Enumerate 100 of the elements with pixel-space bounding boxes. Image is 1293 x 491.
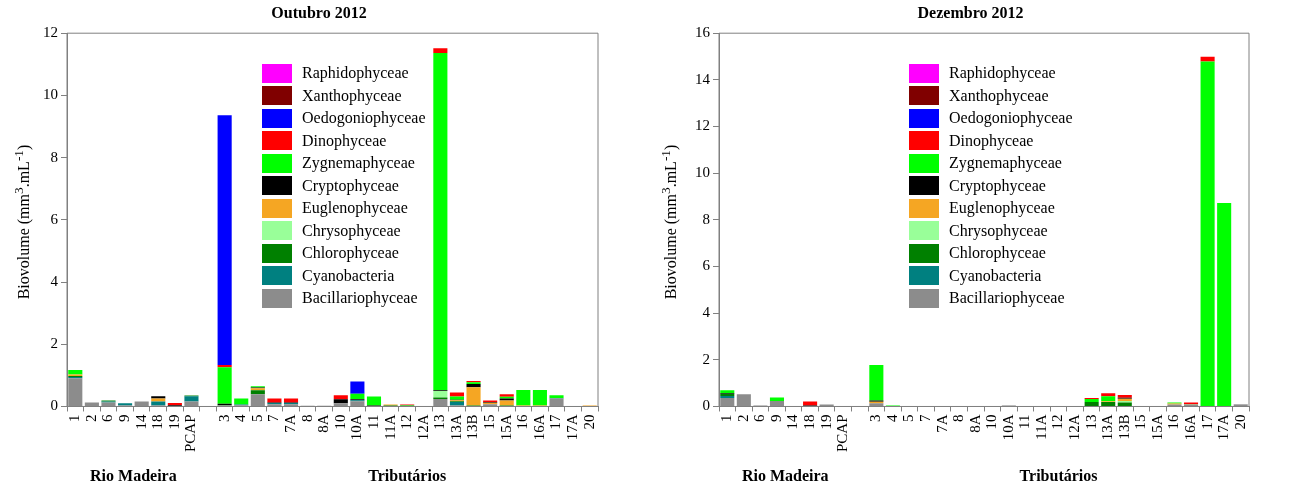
x-tick-label: 3 xyxy=(215,414,232,422)
x-tick-label: PCAP xyxy=(182,414,199,453)
x-tick-label: 7A xyxy=(933,414,950,433)
x-tick-label: 8A xyxy=(315,414,332,433)
x-tick-label: 17A xyxy=(564,414,581,441)
legend-label: Cryptophyceae xyxy=(302,176,399,195)
legend-label: Xanthophyceae xyxy=(302,86,402,105)
x-tick-label: 13 xyxy=(1082,414,1099,430)
y-tick-label: 8 xyxy=(702,210,710,227)
y-tick-label: 6 xyxy=(702,257,711,274)
x-tick-label: 10 xyxy=(331,414,348,430)
x-tick-label: 1 xyxy=(66,414,83,422)
x-tick-label: 11 xyxy=(1016,414,1033,429)
x-tick-label: 12A xyxy=(414,414,431,441)
x-tick-label: 9 xyxy=(116,414,133,422)
x-tick-label: 15 xyxy=(1132,414,1149,430)
x-tick-label: 16 xyxy=(514,413,531,430)
x-tick-label: 13 xyxy=(431,414,448,430)
x-tick-label: 2 xyxy=(82,414,99,422)
x-tick-label: 8 xyxy=(298,414,315,422)
y-tick-label: 4 xyxy=(50,272,59,289)
x-tick-label: 16A xyxy=(1181,414,1198,441)
x-tick-label: 3 xyxy=(867,414,884,422)
x-tick-label: 6 xyxy=(751,413,768,422)
x-tick-label: 5 xyxy=(248,414,265,422)
legend-label: Zygnemaphyceae xyxy=(949,154,1062,173)
legend-label: Chrysophyceae xyxy=(302,221,401,240)
x-tick-label: 17 xyxy=(547,413,564,430)
y-tick-label: 0 xyxy=(50,397,58,414)
legend-label: Zygnemaphyceae xyxy=(302,154,415,173)
x-tick-label: 10 xyxy=(983,414,1000,430)
x-tick-label: 10A xyxy=(348,414,365,441)
x-tick-label: 15A xyxy=(1148,414,1165,441)
legend-label: Chlorophyceae xyxy=(949,244,1046,263)
y-tick-label: 10 xyxy=(695,164,710,181)
x-tick-label: 13A xyxy=(1099,414,1116,441)
legend-label: Euglenophyceae xyxy=(949,199,1055,218)
x-tick-label: PCAP xyxy=(834,414,851,453)
legend-label: Oedogoniophyceae xyxy=(302,109,426,128)
legend-label: Chlorophyceae xyxy=(302,244,399,263)
legend-label: Dinophyceae xyxy=(302,131,387,150)
x-tick-label: 16 xyxy=(1165,413,1182,430)
y-tick-label: 10 xyxy=(43,86,58,103)
x-tick-label: 8A xyxy=(966,414,983,433)
legend-label: Dinophyceae xyxy=(949,131,1034,150)
x-tick-label: 12A xyxy=(1066,414,1083,441)
legend-label: Oedogoniophyceae xyxy=(949,109,1073,128)
x-tick-label: 18 xyxy=(149,414,166,430)
x-tick-label: 4 xyxy=(883,413,900,422)
x-tick-label: 12 xyxy=(398,414,415,430)
x-tick-label: 7A xyxy=(281,414,298,433)
y-tick-label: 14 xyxy=(695,70,711,87)
x-tick-label: 11 xyxy=(364,414,381,429)
y-tick-label: 8 xyxy=(50,148,58,165)
y-tick-label: 16 xyxy=(695,24,711,41)
x-tick-label: 7 xyxy=(265,413,282,422)
x-tick-label: 15A xyxy=(497,414,514,441)
x-tick-label: 11A xyxy=(1032,414,1049,440)
legend-label: Cryptophyceae xyxy=(949,176,1046,195)
x-tick-label: 7 xyxy=(916,413,933,422)
text: Rio Madeira xyxy=(90,467,177,485)
legend-label: Xanthophyceae xyxy=(949,86,1049,105)
x-tick-label: 10A xyxy=(999,414,1016,441)
legend-label: Euglenophyceae xyxy=(302,199,408,218)
x-tick-label: 14 xyxy=(132,413,149,430)
y-tick-label: 12 xyxy=(695,117,710,134)
x-tick-label: 6 xyxy=(99,413,116,422)
y-tick-label: 4 xyxy=(702,304,711,321)
x-tick-label: 2 xyxy=(734,414,751,422)
y-tick-label: 0 xyxy=(702,397,710,414)
legend-label: Raphidophyceae xyxy=(302,64,409,83)
x-tick-label: 18 xyxy=(801,414,818,430)
x-tick-label: 1 xyxy=(718,414,735,422)
chart-title: Dezembro 2012 xyxy=(917,3,1024,21)
x-tick-label: 4 xyxy=(232,413,249,422)
x-tick-label: 5 xyxy=(900,414,917,422)
legend-label: Raphidophyceae xyxy=(949,64,1056,83)
x-tick-label: 20 xyxy=(580,414,597,430)
legend-label: Bacillariophyceae xyxy=(302,289,418,308)
x-tick-label: 17A xyxy=(1215,414,1232,441)
y-tick-label: 12 xyxy=(43,24,58,41)
text: Tributários xyxy=(368,467,447,485)
x-tick-label: 9 xyxy=(767,414,784,422)
y-tick-label: 6 xyxy=(50,210,59,227)
x-tick-label: 12 xyxy=(1049,414,1066,430)
x-tick-label: 15 xyxy=(481,414,498,430)
x-tick-label: 13B xyxy=(1115,414,1132,440)
x-tick-label: 17 xyxy=(1198,413,1215,430)
x-tick-label: 16A xyxy=(530,414,547,441)
x-tick-label: 13A xyxy=(447,414,464,441)
x-tick-label: 19 xyxy=(817,414,834,430)
text: Rio Madeira xyxy=(741,467,829,485)
y-tick-label: 2 xyxy=(702,350,710,367)
x-tick-label: 8 xyxy=(950,414,967,422)
legend-label: Chrysophyceae xyxy=(949,221,1048,240)
legend-label: Cyanobacteria xyxy=(302,266,395,285)
y-tick-label: 2 xyxy=(50,335,58,352)
legend-label: Cyanobacteria xyxy=(949,266,1042,285)
text: Tributários xyxy=(1019,467,1098,485)
x-tick-label: 19 xyxy=(165,414,182,430)
